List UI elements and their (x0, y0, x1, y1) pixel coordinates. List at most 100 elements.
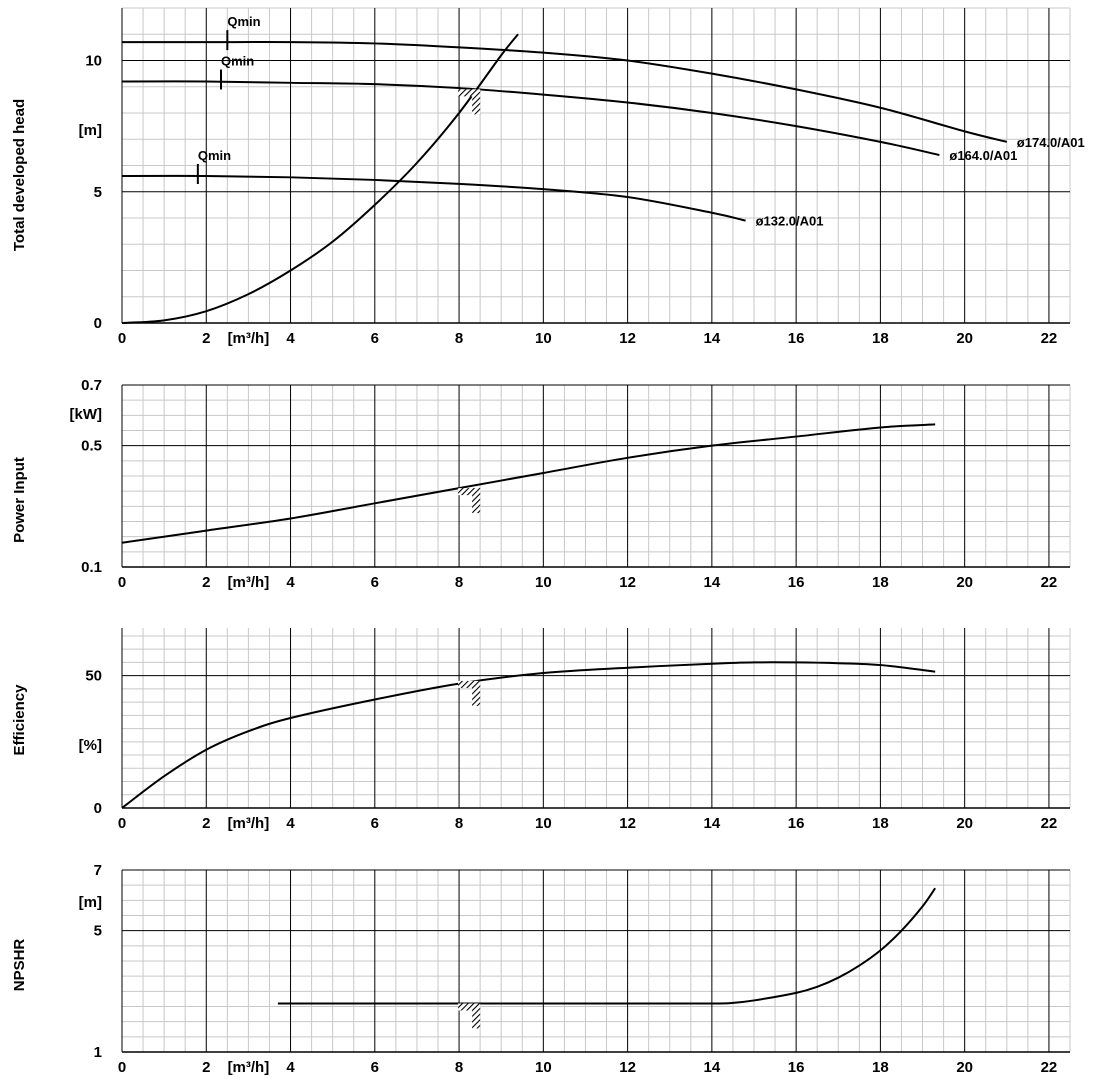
x-tick-label: 4 (286, 330, 295, 347)
operating-point-hatch (458, 680, 481, 688)
y-axis-title: Power Input (11, 457, 28, 543)
y-tick-label: 0.7 (81, 377, 102, 394)
x-tick-label: 22 (1041, 1059, 1058, 1076)
grid (121, 384, 1071, 567)
qmin-label: Qmin (227, 14, 260, 29)
operating-point-hatch (458, 89, 481, 97)
x-tick-label: 8 (455, 574, 463, 591)
y-unit-label: [m] (79, 122, 102, 139)
x-tick-label: 18 (872, 330, 889, 347)
series-label: ø174.0/A01 (1017, 135, 1085, 150)
series-line--132-0-a01 (121, 174, 746, 222)
x-tick-label: 6 (371, 574, 379, 591)
x-tick-label: 0 (118, 330, 126, 347)
x-tick-label: 0 (118, 574, 126, 591)
x-tick-label: 4 (286, 574, 295, 591)
operating-point-hatch (472, 89, 481, 115)
y-axis-title: Total developed head (11, 99, 28, 251)
y-unit-label: [%] (79, 737, 102, 754)
y-axis-title: Efficiency (11, 684, 28, 756)
x-tick-label: 6 (371, 815, 379, 832)
series-line-efficiency (121, 661, 936, 809)
x-tick-label: 8 (455, 1059, 463, 1076)
y-tick-label: 5 (94, 923, 102, 940)
grid (121, 869, 1071, 1052)
x-tick-label: 16 (788, 574, 805, 591)
x-tick-label: 14 (704, 574, 721, 591)
x-tick-label: 16 (788, 330, 805, 347)
x-unit-label: [m³/h] (228, 1059, 270, 1076)
x-unit-label: [m³/h] (228, 330, 270, 347)
y-axis-title: NPSHR (11, 939, 28, 992)
x-tick-label: 20 (956, 815, 973, 832)
x-unit-label: [m³/h] (228, 815, 270, 832)
y-tick-label: 5 (94, 184, 102, 201)
y-tick-label: 0.1 (81, 559, 102, 576)
x-tick-label: 18 (872, 1059, 889, 1076)
x-tick-label: 8 (455, 815, 463, 832)
x-tick-label: 2 (202, 1059, 210, 1076)
panel-power-input: 0 2 4 6 8 10 12 14 16 18 20 22 [m³/h] 0.1 0.5 0.7 [kW] Po… (11, 377, 1071, 591)
x-tick-label: 10 (535, 574, 552, 591)
operating-point-hatch (472, 680, 481, 706)
x-tick-label: 12 (619, 330, 636, 347)
operating-point-marker (458, 680, 481, 706)
x-tick-label: 14 (704, 1059, 721, 1076)
x-unit-label: [m³/h] (228, 574, 270, 591)
operating-point-marker (458, 1003, 481, 1029)
x-tick-label: 10 (535, 330, 552, 347)
y-tick-label: 7 (94, 862, 102, 879)
x-tick-label: 12 (619, 574, 636, 591)
panel-npshr: 0 2 4 6 8 10 12 14 16 18 20 22 [m³/h] 1 5 7 [m] NPSHR (11, 862, 1071, 1076)
x-tick-label: 22 (1041, 815, 1058, 832)
x-tick-label: 2 (202, 330, 210, 347)
qmin-label: Qmin (198, 148, 231, 163)
y-tick-label: 10 (85, 53, 102, 70)
operating-point-hatch (458, 488, 481, 496)
y-unit-label: [m] (79, 894, 102, 911)
qmin-label: Qmin (221, 54, 254, 69)
y-tick-label: 0 (94, 800, 102, 817)
y-tick-label: 0.5 (81, 438, 102, 455)
x-tick-label: 12 (619, 815, 636, 832)
x-tick-label: 0 (118, 815, 126, 832)
x-tick-label: 6 (371, 1059, 379, 1076)
series-line--164-0-a01 (121, 80, 940, 156)
x-tick-label: 18 (872, 574, 889, 591)
series-line-power (121, 423, 936, 544)
x-tick-label: 10 (535, 1059, 552, 1076)
operating-point-marker (458, 89, 481, 115)
x-tick-label: 14 (704, 815, 721, 832)
panel-efficiency: 0 2 4 6 8 10 12 14 16 18 20 22 [m³/h] 0 50 [%] Efficienc… (11, 628, 1071, 832)
x-tick-label: 20 (956, 1059, 973, 1076)
operating-point-marker (458, 488, 481, 514)
x-tick-label: 12 (619, 1059, 636, 1076)
series-line--174-0-a01 (121, 41, 1008, 143)
x-tick-label: 2 (202, 815, 210, 832)
series-label: ø132.0/A01 (756, 214, 824, 229)
x-tick-label: 8 (455, 330, 463, 347)
x-tick-label: 16 (788, 815, 805, 832)
x-tick-label: 22 (1041, 574, 1058, 591)
y-tick-label: 0 (94, 315, 102, 332)
y-tick-label: 1 (94, 1044, 102, 1061)
x-tick-label: 16 (788, 1059, 805, 1076)
grid (121, 628, 1071, 808)
x-tick-label: 18 (872, 815, 889, 832)
x-tick-label: 20 (956, 574, 973, 591)
x-tick-label: 20 (956, 330, 973, 347)
x-tick-label: 10 (535, 815, 552, 832)
x-tick-label: 6 (371, 330, 379, 347)
panel-total-developed-head: 0 2 4 6 8 10 12 14 16 18 20 22 [m³/h] 0 5 10 [m] Total de… (11, 7, 1085, 347)
x-tick-label: 4 (286, 1059, 295, 1076)
series-label: ø164.0/A01 (949, 148, 1017, 163)
operating-point-hatch (472, 1003, 481, 1029)
x-tick-label: 14 (704, 330, 721, 347)
x-tick-label: 4 (286, 815, 295, 832)
x-tick-label: 0 (118, 1059, 126, 1076)
operating-point-hatch (472, 488, 481, 514)
operating-point-hatch (458, 1003, 481, 1011)
x-tick-label: 22 (1041, 330, 1058, 347)
x-tick-label: 2 (202, 574, 210, 591)
